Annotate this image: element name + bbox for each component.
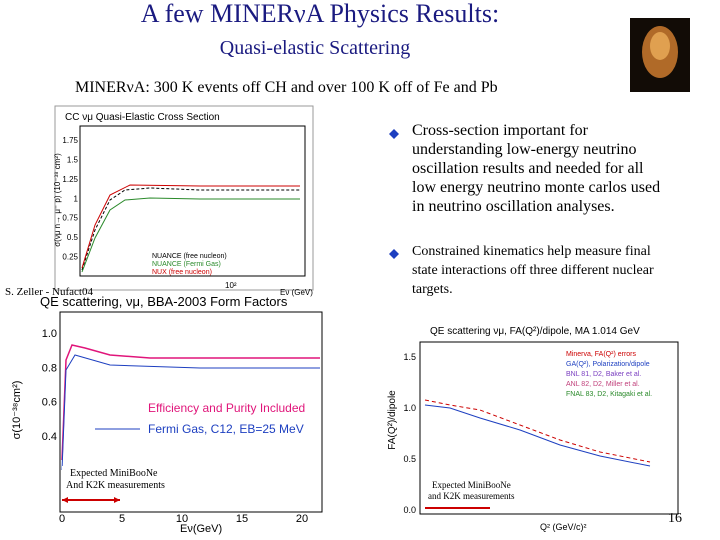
note: Fermi Gas, C12, EB=25 MeV (148, 422, 304, 436)
y-tick-label: 1.75 (62, 136, 78, 145)
x-tick-label: 20 (296, 513, 308, 525)
title: A few MINERνA Physics Results: (141, 0, 499, 28)
bullet-list: Cross-section important for understanding… (389, 122, 660, 297)
y-tick-label: 0.5 (67, 233, 79, 242)
x-exponent: 10² (225, 281, 237, 290)
bullet-text: in neutrino oscillation analyses. (412, 198, 615, 215)
y-tick-label: 0.8 (42, 362, 57, 374)
y-tick-label: 0.75 (62, 214, 78, 223)
figure-qe: QE scattering, νμ, BBA-2003 Form Factors… (11, 294, 323, 535)
bullet-text: Cross-section important for (412, 122, 589, 139)
y-tick-label: 0.4 (42, 431, 57, 443)
bullet-text: low energy neutrino monte carlos used (412, 179, 660, 196)
page-number: 16 (668, 511, 682, 526)
annotation-box (425, 478, 533, 502)
legend-entry: Minerva, FA(Q²) errors (566, 351, 637, 358)
annotation-box (62, 466, 167, 492)
x-label: Eν (GeV) (280, 288, 313, 297)
y-tick-label: 1 (74, 194, 79, 203)
bullet-marker (389, 249, 399, 259)
x-tick-label: 15 (236, 513, 248, 525)
y-tick-label: 1.0 (403, 403, 416, 413)
y-tick-label: 1.0 (42, 328, 57, 340)
legend-entry: ANL 82, D2, Miller et al. (566, 381, 640, 388)
figure-cross-section: CC νμ Quasi-Elastic Cross Section 10² Eν… (53, 105, 314, 297)
x-label: Q² (GeV/c)² (540, 522, 587, 532)
annotation: Expected MiniBooNe (70, 468, 158, 479)
photo (630, 18, 690, 92)
x-tick-label: 0 (59, 513, 65, 525)
annotation: And K2K measurements (66, 480, 165, 491)
summary: MINERνA: 300 K events off CH and over 10… (75, 79, 498, 96)
figure-title: CC νμ Quasi-Elastic Cross Section (65, 112, 220, 123)
legend-entry: NUANCE (Fermi Gas) (152, 261, 221, 268)
y-label: FA(Q²)/dipole (387, 390, 398, 450)
y-tick-label: 0.0 (403, 505, 416, 515)
legend-entry: NUX (free nucleon) (152, 269, 212, 276)
x-tick-label: 10 (176, 513, 188, 525)
annotation: Expected MiniBooNe (432, 480, 511, 490)
legend-entry: NUANCE (free nucleon) (152, 253, 227, 260)
y-label: σ(νμ n→ μ⁻ p) (10⁻³⁸ cm²) (53, 153, 62, 247)
figure-title: QE scattering νμ, FA(Q²)/dipole, MA 1.01… (430, 326, 640, 337)
credit: S. Zeller - Nufact04 (5, 286, 93, 298)
bullet-text: Constrained kinematics help measure fina… (412, 244, 651, 259)
bullet-text: oscillation results and needed for all (412, 160, 644, 177)
y-tick-label: 1.25 (62, 175, 78, 184)
note: Efficiency and Purity Included (148, 401, 305, 415)
bullet-text: state interactions off three different n… (412, 263, 654, 278)
x-tick-label: 5 (119, 513, 125, 525)
bullet-marker (389, 129, 399, 139)
y-tick-label: 1.5 (67, 155, 79, 164)
y-tick-label: 1.5 (403, 352, 416, 362)
y-label: σ(10⁻³⁸cm²) (11, 381, 23, 440)
y-tick-label: 0.25 (62, 253, 78, 262)
figure-form-factor: QE scattering νμ, FA(Q²)/dipole, MA 1.01… (387, 326, 679, 532)
x-label: Eν(GeV) (180, 523, 222, 535)
legend-entry: GA(Q²), Polarization/dipole (566, 361, 650, 368)
legend-entry: BNL 81, D2, Baker et al. (566, 371, 641, 378)
bullet-text: understanding low-energy neutrino (412, 141, 637, 158)
figure-title: QE scattering, νμ, BBA-2003 Form Factors (40, 294, 288, 309)
y-tick-label: 0.5 (403, 454, 416, 464)
annotation: and K2K measurements (428, 491, 515, 501)
y-tick-label: 0.6 (42, 397, 57, 409)
legend-entry: FNAL 83, D2, Kitagaki et al. (566, 391, 652, 398)
bullet-text: targets. (412, 282, 453, 297)
subtitle: Quasi-elastic Scattering (220, 37, 411, 59)
